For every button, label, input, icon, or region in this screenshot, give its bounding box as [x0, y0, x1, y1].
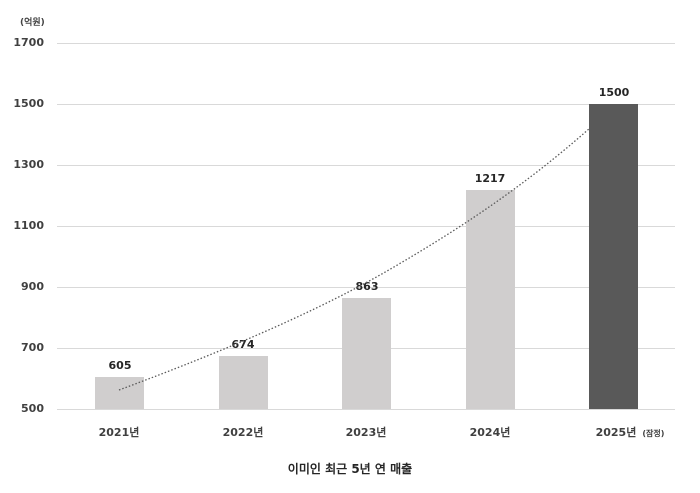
y-tick: 700 [21, 341, 44, 354]
bar-2025 [589, 104, 638, 409]
bar-2023 [342, 298, 391, 409]
y-tick: 1300 [13, 158, 44, 171]
x-tick: 2022년 [222, 426, 264, 439]
bar-2024 [466, 190, 515, 409]
gridline-1700 [57, 43, 675, 44]
provisional-note: (잠정) [642, 429, 665, 438]
x-tick: 2021년 [98, 426, 140, 439]
value-label: 605 [108, 359, 132, 372]
chart-title: 이미인 최근 5년 연 매출 [287, 462, 413, 476]
y-tick: 500 [21, 402, 44, 415]
gridline-1100 [57, 226, 675, 227]
x-tick: 2025년 (잠정) [595, 426, 665, 439]
gridline-900 [57, 287, 675, 288]
y-axis-unit: (억원) [20, 18, 45, 28]
value-label: 863 [355, 280, 379, 293]
gridline-1500 [57, 104, 675, 105]
x-tick: 2024년 [469, 426, 511, 439]
y-tick: 1500 [13, 97, 44, 110]
y-tick: 1700 [13, 36, 44, 49]
value-label: 1217 [474, 172, 506, 185]
y-tick: 900 [21, 280, 44, 293]
value-label: 674 [231, 338, 255, 351]
bar-2022 [219, 356, 268, 409]
value-label: 1500 [598, 86, 630, 99]
x-tick: 2023년 [345, 426, 387, 439]
y-tick: 1100 [13, 219, 44, 232]
bar-2021 [95, 377, 144, 409]
gridline-1300 [57, 165, 675, 166]
gridline-500 [57, 409, 675, 410]
